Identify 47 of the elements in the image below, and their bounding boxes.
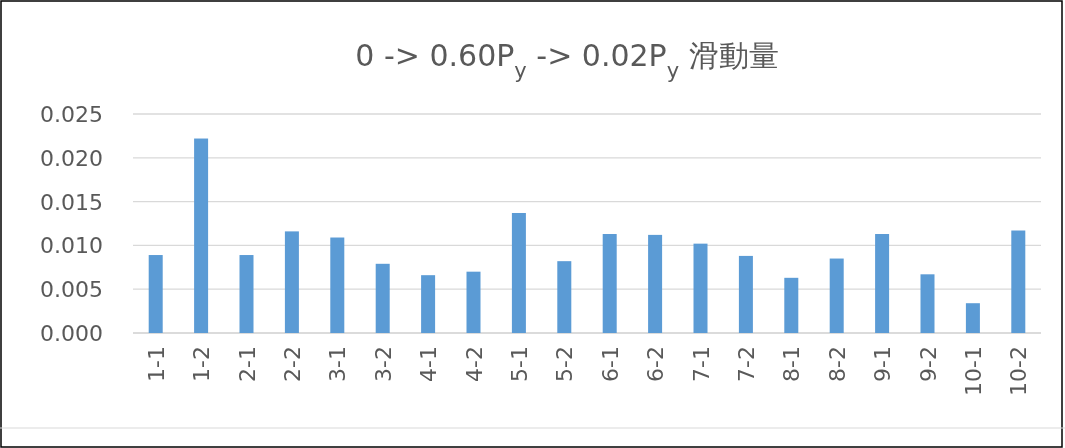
x-tick-label: 5-2 [552, 346, 578, 382]
x-tick-label: 10-1 [960, 346, 986, 396]
x-tick-label: 6-1 [597, 346, 623, 382]
bar [239, 255, 254, 333]
bar [557, 261, 572, 333]
x-tick-label: 1-1 [143, 346, 169, 382]
y-tick-label: 0.000 [40, 321, 103, 346]
y-tick-label: 0.020 [40, 145, 103, 171]
bar [920, 274, 935, 333]
x-tick-label: 4-2 [461, 346, 487, 382]
x-tick-label: 8-1 [779, 346, 805, 382]
bar [194, 138, 209, 333]
x-tick-label: 9-2 [915, 346, 941, 382]
bar [738, 255, 753, 333]
bar [693, 243, 708, 333]
bar [648, 234, 663, 333]
x-tick-label: 10-2 [1006, 346, 1032, 396]
x-tick-label: 9-1 [870, 346, 896, 382]
x-tick-label: 5-1 [506, 346, 532, 382]
y-tick-label: 0.025 [40, 102, 103, 127]
bar [148, 255, 163, 333]
x-tick-label: 7-1 [688, 346, 714, 382]
bar [511, 212, 526, 333]
bar [375, 263, 390, 333]
x-tick-label: 3-2 [370, 346, 396, 382]
bar [829, 258, 844, 333]
y-tick-label: 0.010 [40, 233, 103, 259]
chart-title: 0 -> 0.60P$_{y}$ -> 0.02P$_{y}$ 滑動量 [355, 38, 779, 83]
bar [875, 234, 890, 333]
x-tick-label: 2-2 [279, 346, 305, 382]
y-tick-label: 0.005 [40, 277, 103, 303]
x-tick-label: 7-2 [733, 346, 759, 382]
bar [330, 237, 345, 333]
x-tick-label: 4-1 [416, 346, 442, 382]
bar [1011, 230, 1026, 333]
x-tick-label: 6-2 [643, 346, 669, 382]
y-tick-label: 0.015 [40, 189, 103, 215]
x-tick-label: 2-1 [234, 346, 260, 382]
bar [602, 234, 617, 333]
x-tick-label: 1-2 [189, 346, 215, 382]
bar [965, 303, 980, 333]
bar [284, 231, 299, 333]
x-tick-label: 8-2 [824, 346, 850, 382]
bar [784, 277, 799, 333]
x-tick-label: 3-1 [325, 346, 351, 382]
bar [421, 275, 436, 333]
bar [466, 271, 481, 333]
